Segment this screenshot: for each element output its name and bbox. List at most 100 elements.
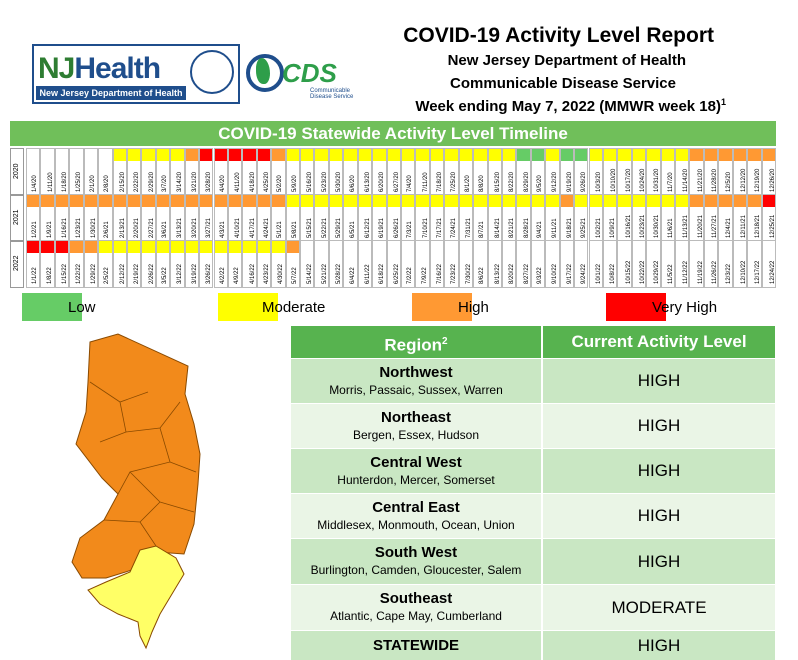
- timeline-cell: 5/14/22: [300, 240, 315, 288]
- timeline-level-swatch: [647, 241, 660, 253]
- timeline-cell: 6/26/21: [386, 194, 401, 242]
- timeline-date-label: 5/8/21: [291, 221, 298, 238]
- timeline-level-swatch: [257, 195, 271, 207]
- timeline-date-label: 10/9/21: [610, 217, 617, 238]
- timeline-level-swatch: [272, 149, 285, 161]
- legend-very-high: Very High: [652, 299, 718, 316]
- table-row: Northeast Bergen, Essex, Hudson HIGH: [291, 404, 775, 448]
- legend-very-high-swatch: [606, 293, 666, 321]
- timeline-level-swatch: [329, 149, 343, 161]
- timeline-cell: 6/19/21: [372, 194, 387, 242]
- timeline-level-swatch: [257, 241, 271, 253]
- timeline-level-swatch: [531, 149, 545, 161]
- timeline-cell: 10/22/22: [631, 240, 647, 288]
- timeline-cell: 5/23/20: [314, 148, 329, 196]
- timeline-level-swatch: [185, 241, 199, 253]
- timeline-date-label: 10/24/20: [639, 168, 646, 192]
- timeline-cell: 2/22/20: [126, 148, 142, 196]
- timeline-level-swatch: [661, 195, 675, 207]
- timeline-date-label: 5/9/20: [291, 175, 298, 192]
- timeline-cell: 3/28/20: [199, 148, 214, 196]
- timeline-cell: 4/25/20: [256, 148, 272, 196]
- timeline-cell: 1/22/22: [69, 240, 84, 288]
- timeline-date-label: 12/24/22: [769, 260, 776, 284]
- legend-low-swatch: [22, 293, 82, 321]
- timeline-cell: 1/18/20: [54, 148, 70, 196]
- timeline-date-label: 5/29/21: [336, 217, 343, 238]
- timeline-cell: 9/18/21: [559, 194, 575, 242]
- map-north-region: [71, 333, 201, 579]
- timeline-cell: 9/24/22: [574, 240, 589, 288]
- timeline-level-swatch: [113, 241, 126, 253]
- timeline-level-swatch: [171, 241, 184, 253]
- timeline-date-label: 8/27/22: [523, 263, 530, 284]
- region-cell: Southeast Atlantic, Cape May, Cumberland: [291, 585, 541, 630]
- timeline-title: COVID-19 Statewide Activity Level Timeli…: [10, 121, 776, 146]
- timeline-cell: 3/5/22: [155, 240, 171, 288]
- timeline-cell: 1/4/20: [26, 148, 41, 196]
- region-name: Southeast: [379, 590, 453, 607]
- timeline-level-swatch: [358, 241, 372, 253]
- timeline-date-label: 10/31/20: [654, 168, 661, 192]
- region-cell: STATEWIDE: [291, 631, 541, 660]
- timeline-level-swatch: [142, 195, 155, 207]
- timeline-date-label: 6/12/21: [364, 217, 371, 238]
- timeline-cell: 6/11/22: [357, 240, 373, 288]
- timeline-date-label: 2/6/21: [104, 221, 111, 238]
- timeline-level-swatch: [430, 149, 444, 161]
- timeline-date-label: 7/25/20: [451, 171, 458, 192]
- timeline-level-swatch: [618, 149, 631, 161]
- timeline-level-swatch: [603, 149, 617, 161]
- timeline-date-label: 9/12/20: [552, 171, 559, 192]
- timeline-cell: 10/17/20: [617, 148, 632, 196]
- timeline-level-swatch: [676, 149, 689, 161]
- timeline-cell: 3/12/22: [170, 240, 185, 288]
- timeline-date-label: 11/28/20: [711, 169, 718, 192]
- timeline-year-text: 2020: [13, 163, 20, 179]
- timeline-cell: 7/10/21: [415, 194, 430, 242]
- timeline-date-label: 7/9/22: [421, 267, 428, 284]
- timeline-cell: 1/16/21: [54, 194, 70, 242]
- timeline-date-label: 2/26/22: [148, 263, 155, 284]
- timeline-date-label: 6/19/21: [379, 217, 386, 238]
- timeline-date-label: 12/25/21: [769, 214, 776, 238]
- timeline-date-label: 6/25/22: [393, 263, 400, 284]
- timeline-date-label: 6/11/22: [364, 264, 371, 284]
- cds-logo-text: CDS: [282, 58, 337, 88]
- timeline-level-swatch: [459, 149, 473, 161]
- timeline-level-swatch: [344, 149, 357, 161]
- timeline-date-label: 12/4/21: [725, 217, 732, 238]
- timeline-date-label: 7/24/21: [451, 217, 458, 238]
- timeline-cell: 1/25/20: [69, 148, 84, 196]
- timeline-cell: 4/3/21: [213, 194, 228, 242]
- timeline-level-swatch: [127, 195, 141, 207]
- nj-state-icon: [256, 58, 270, 84]
- timeline-cell: 11/13/21: [675, 194, 690, 242]
- timeline-level-swatch: [55, 241, 69, 253]
- timeline-cell: 3/14/20: [170, 148, 185, 196]
- timeline-cell: 7/31/21: [458, 194, 474, 242]
- timeline-level-swatch: [27, 149, 40, 161]
- timeline-date-label: 10/30/21: [654, 214, 661, 238]
- timeline-level-swatch: [228, 195, 242, 207]
- timeline-level-swatch: [272, 195, 285, 207]
- timeline-cell: 8/8/20: [473, 148, 488, 196]
- timeline-row-2022: 2022 1/1/22 1/8/22 1/15/22 1/22/22 1/29/22 2/5…: [10, 240, 776, 288]
- timeline-level-swatch: [416, 241, 429, 253]
- timeline-date-label: 11/12/22: [683, 261, 690, 284]
- timeline-level-swatch: [719, 241, 732, 253]
- timeline-level-swatch: [70, 241, 83, 253]
- timeline-date-label: 2/13/21: [119, 217, 126, 238]
- timeline-level-swatch: [127, 149, 141, 161]
- timeline-date-label: 9/26/20: [581, 171, 588, 192]
- timeline-date-label: 3/12/22: [177, 263, 184, 284]
- timeline-level-swatch: [575, 149, 588, 161]
- timeline-level-swatch: [301, 149, 314, 161]
- timeline-level-swatch: [358, 195, 372, 207]
- timeline-cell: 10/24/20: [631, 148, 647, 196]
- timeline-year-text: 2022: [13, 255, 20, 271]
- table-row: South West Burlington, Camden, Gloucester…: [291, 539, 775, 584]
- timeline-cell: 4/10/21: [227, 194, 243, 242]
- timeline-date-label: 1/4/20: [32, 175, 39, 192]
- timeline-date-label: 10/23/21: [639, 214, 646, 238]
